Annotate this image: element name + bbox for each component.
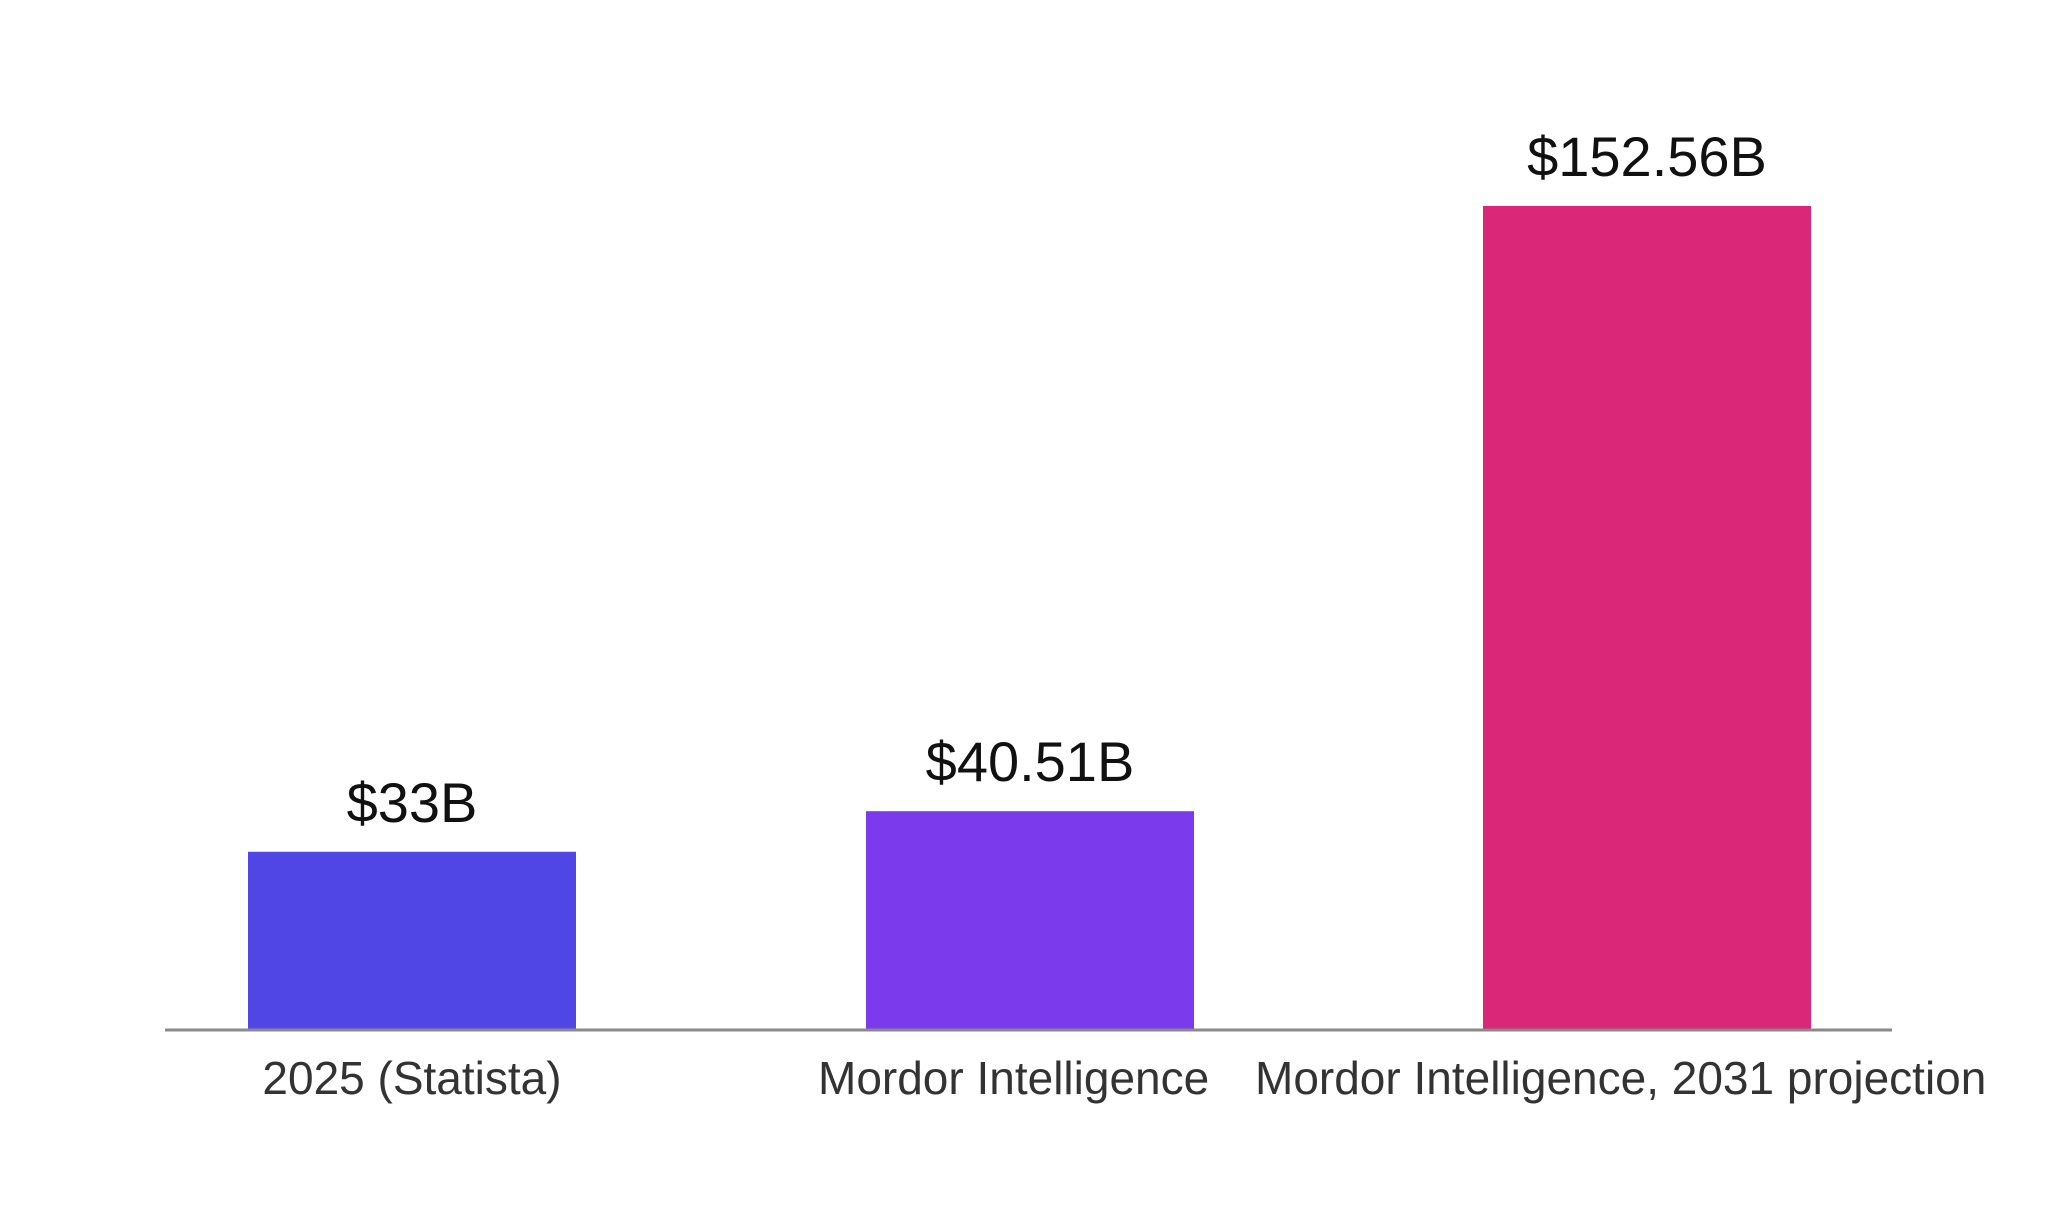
bar-2 <box>866 811 1194 1030</box>
x-tick-labels-layer: 2025 (Statista) Mordor Intelligence Mordor… <box>262 1052 1986 1104</box>
bar-value-label-1: $33B <box>347 771 478 834</box>
x-tick-label-3: Mordor Intelligence, 2031 projection <box>1255 1052 1986 1104</box>
bar-value-label-3: $152.56B <box>1527 125 1767 188</box>
value-labels-layer: $33B $40.51B $152.56B <box>347 125 1767 834</box>
bar-value-label-2: $40.51B <box>926 730 1135 793</box>
bar-3 <box>1483 206 1811 1030</box>
x-tick-label-1: 2025 (Statista) <box>262 1052 561 1104</box>
bar-1 <box>248 851 576 1030</box>
x-tick-label-2: Mordor Intelligence <box>818 1052 1209 1104</box>
bars-layer <box>248 206 1811 1030</box>
